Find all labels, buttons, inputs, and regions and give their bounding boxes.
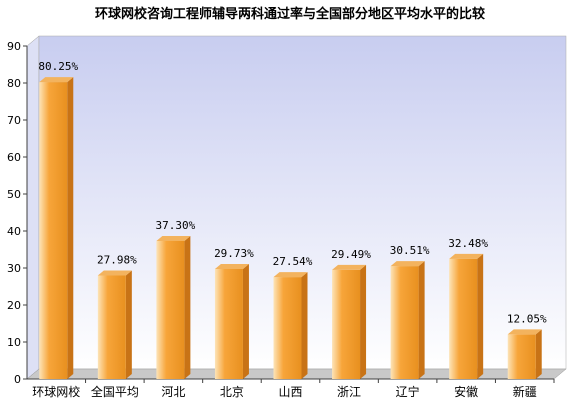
bar-top (390, 261, 425, 267)
bar-side (184, 235, 191, 379)
bar-front (156, 240, 185, 379)
y-tick-label: 50 (7, 188, 21, 201)
bar-side (301, 272, 308, 379)
bar-front (390, 266, 419, 379)
bar (332, 264, 367, 379)
x-category-label: 新疆 (513, 384, 537, 399)
data-label: 27.54% (273, 255, 313, 268)
y-tick-label: 90 (7, 40, 21, 53)
bar-side (477, 253, 484, 379)
bar-top (507, 329, 542, 335)
x-category-label: 辽宁 (396, 384, 420, 399)
bar-front (332, 269, 361, 379)
bar-top (156, 235, 191, 241)
bar-top (97, 270, 132, 276)
data-label: 29.49% (331, 248, 371, 261)
bar-side (67, 77, 74, 379)
x-category-label: 安徽 (454, 384, 478, 399)
bar-side (418, 261, 425, 379)
bar-top (449, 253, 484, 259)
bar-side (360, 264, 367, 379)
x-category-label: 北京 (220, 385, 244, 399)
data-label: 30.51% (390, 244, 430, 257)
y-tick-label: 20 (7, 299, 21, 312)
bar-front (39, 82, 68, 379)
x-category-label: 河北 (161, 385, 185, 399)
side-wall (26, 35, 40, 380)
y-tick-label: 0 (14, 373, 21, 386)
data-label: 12.05% (507, 312, 547, 325)
x-category-label: 全国平均 (91, 384, 139, 399)
chart-title: 环球网校咨询工程师辅导两科通过率与全国部分地区平均水平的比较 (95, 6, 485, 22)
bar-front (214, 268, 243, 379)
bars (39, 77, 542, 379)
x-category-label: 山西 (278, 385, 302, 399)
bar-top (39, 77, 74, 83)
data-label: 32.48% (448, 237, 488, 250)
bar (390, 261, 425, 379)
y-tick-label: 70 (7, 114, 21, 127)
data-label: 80.25% (38, 60, 78, 73)
bar-front (507, 334, 536, 379)
data-label: 27.98% (97, 253, 137, 266)
bar-top (214, 263, 249, 269)
bar (273, 272, 308, 379)
data-label: 29.73% (214, 247, 254, 260)
bar-front (97, 275, 126, 379)
labels: 80.25% 环球网校 27.98% 全国平均 37.30% 河北 29.73% 北京 27.5… (32, 60, 547, 399)
bar (214, 263, 249, 379)
bar (507, 329, 542, 379)
bar (97, 270, 132, 379)
x-category-label: 环球网校 (32, 384, 80, 399)
data-label: 37.30% (156, 219, 196, 232)
bar-side (125, 270, 132, 379)
y-tick-label: 40 (7, 225, 21, 238)
bar-side (242, 263, 249, 379)
y-tick-label: 60 (7, 151, 21, 164)
y-tick-label: 10 (7, 336, 21, 349)
bar-front (449, 258, 478, 379)
bar-front (273, 277, 302, 379)
y-tick-label: 30 (7, 262, 21, 275)
bar (156, 235, 191, 379)
bar-top (273, 272, 308, 278)
bar (39, 77, 74, 379)
bar (449, 253, 484, 379)
bar-top (332, 264, 367, 270)
y-tick-label: 80 (7, 77, 21, 90)
bar-side (535, 329, 542, 379)
x-category-label: 浙江 (337, 385, 361, 399)
